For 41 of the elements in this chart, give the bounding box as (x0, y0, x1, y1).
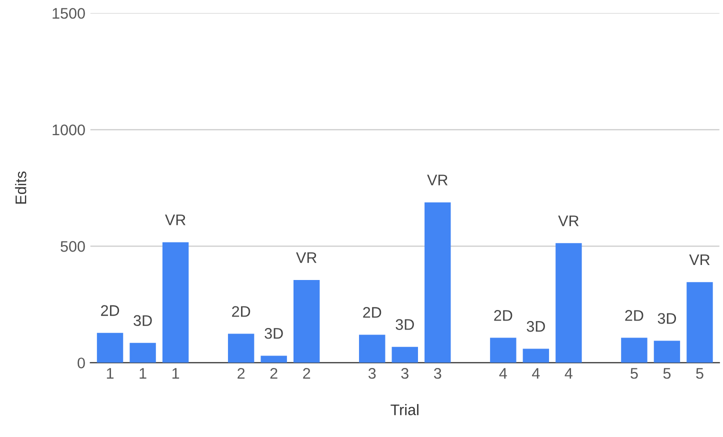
x-tick-label: 5 (663, 368, 671, 379)
text: 2D (232, 306, 250, 317)
series-label: 3D (396, 319, 414, 330)
text: VR (296, 252, 316, 263)
bar (654, 340, 680, 363)
bar (392, 346, 418, 363)
x-tick-label: 1 (140, 368, 146, 379)
text: 2D (494, 310, 512, 321)
bar (96, 332, 124, 363)
text: VR (427, 174, 448, 186)
y-tick-label: 1500 (52, 8, 85, 19)
y-tick-label: 0 (78, 358, 85, 368)
y-axis-title: Edits (15, 171, 26, 204)
bar (490, 338, 516, 363)
text: 2D (363, 307, 382, 318)
bar (130, 342, 156, 363)
bar (424, 202, 451, 363)
text: 3D (658, 313, 676, 324)
x-tick-label: 2 (270, 368, 278, 379)
text: 3D (264, 328, 283, 339)
x-axis-title: Trial (390, 404, 418, 416)
x-tick-label: 4 (532, 368, 540, 379)
bar (293, 280, 320, 363)
y-tick-label: 500 (60, 241, 85, 252)
bar (162, 242, 189, 363)
text: VR (689, 254, 710, 266)
text: 3D (134, 315, 152, 326)
x-tick-label: 3 (401, 368, 408, 379)
bar (686, 282, 713, 363)
bar (621, 338, 648, 363)
bar (228, 334, 254, 363)
series-label: VR (558, 216, 579, 226)
text: 3D (526, 321, 545, 332)
series-label: 2D (101, 305, 120, 316)
bar (260, 356, 287, 363)
bar (522, 348, 550, 363)
y-tick-label: 1000 (52, 124, 85, 136)
text: VR (165, 214, 186, 226)
bar (556, 243, 582, 363)
bar (359, 334, 386, 363)
text: 2D (625, 310, 644, 321)
